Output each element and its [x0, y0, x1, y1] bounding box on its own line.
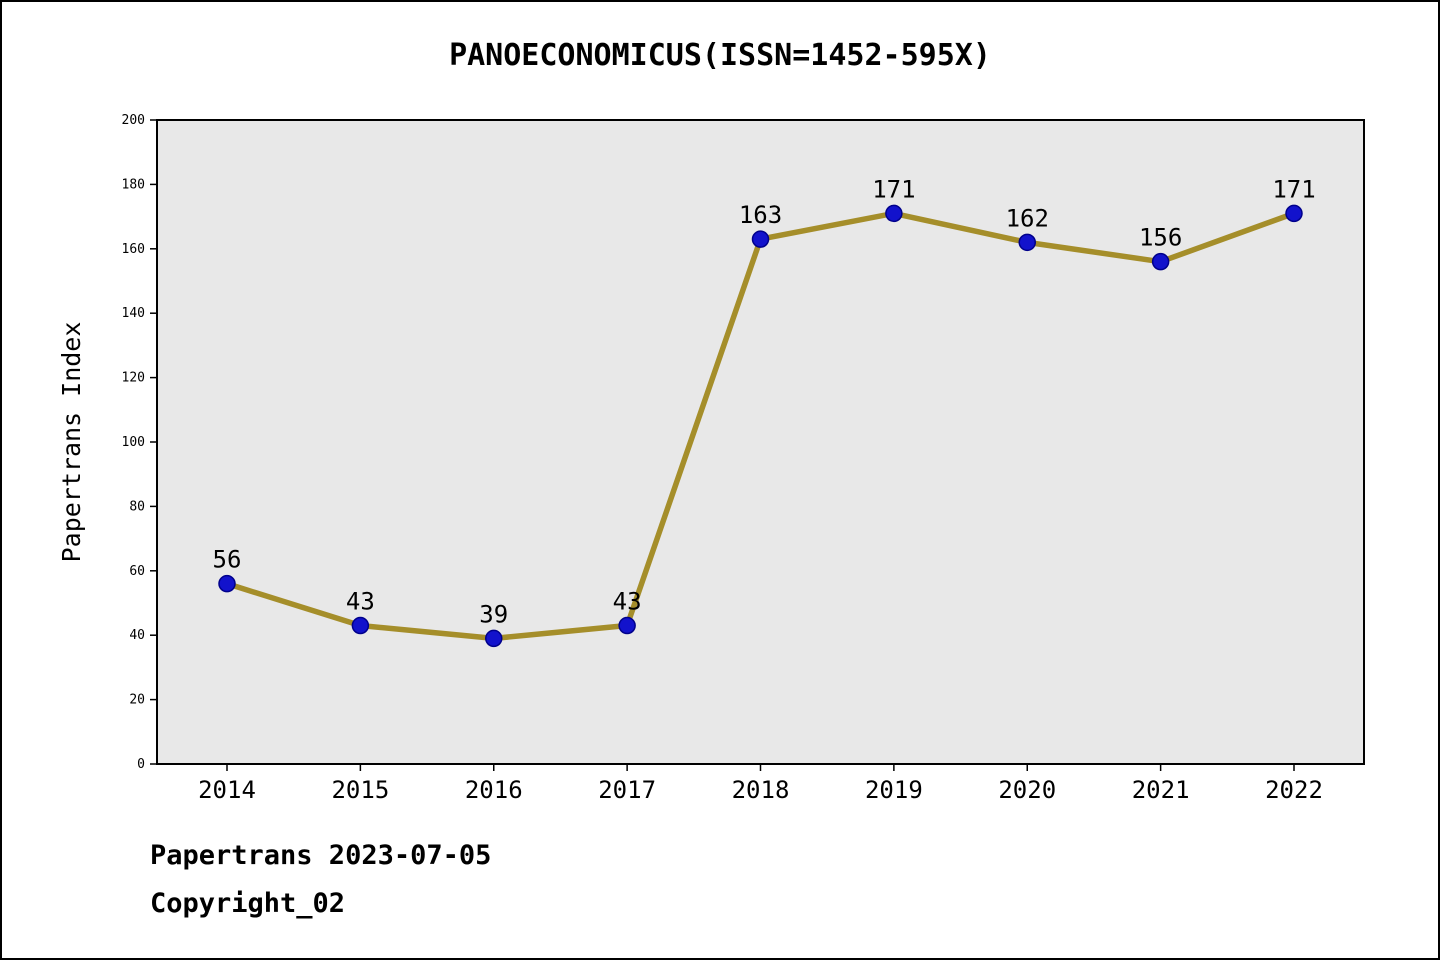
- svg-text:2021: 2021: [1132, 776, 1190, 804]
- footer-copyright: Copyright_02: [150, 888, 346, 919]
- svg-text:43: 43: [613, 588, 642, 616]
- svg-text:43: 43: [346, 588, 375, 616]
- svg-text:2016: 2016: [465, 776, 523, 804]
- svg-text:162: 162: [1006, 204, 1049, 232]
- svg-text:2020: 2020: [998, 776, 1056, 804]
- svg-text:2018: 2018: [732, 776, 790, 804]
- svg-text:140: 140: [122, 306, 145, 321]
- svg-text:0: 0: [137, 757, 145, 772]
- svg-text:39: 39: [479, 600, 508, 628]
- svg-text:120: 120: [122, 371, 145, 386]
- svg-text:60: 60: [129, 564, 145, 579]
- svg-text:Papertrans Index: Papertrans Index: [57, 322, 86, 563]
- footer-date: Papertrans 2023-07-05: [150, 840, 492, 871]
- svg-text:171: 171: [1272, 175, 1315, 203]
- svg-text:40: 40: [129, 628, 145, 643]
- svg-text:56: 56: [213, 546, 242, 574]
- svg-text:200: 200: [122, 113, 145, 128]
- svg-text:2017: 2017: [598, 776, 656, 804]
- chart-title: PANOECONOMICUS(ISSN=1452-595X): [449, 38, 991, 73]
- svg-text:180: 180: [122, 177, 145, 192]
- svg-text:2019: 2019: [865, 776, 923, 804]
- svg-text:2022: 2022: [1265, 776, 1323, 804]
- svg-text:20: 20: [129, 693, 145, 708]
- svg-text:163: 163: [739, 201, 782, 229]
- svg-text:80: 80: [129, 499, 145, 514]
- svg-text:156: 156: [1139, 224, 1182, 252]
- svg-text:171: 171: [872, 175, 915, 203]
- svg-text:2014: 2014: [198, 776, 256, 804]
- svg-text:2015: 2015: [331, 776, 389, 804]
- svg-text:160: 160: [122, 242, 145, 257]
- svg-text:100: 100: [122, 435, 145, 450]
